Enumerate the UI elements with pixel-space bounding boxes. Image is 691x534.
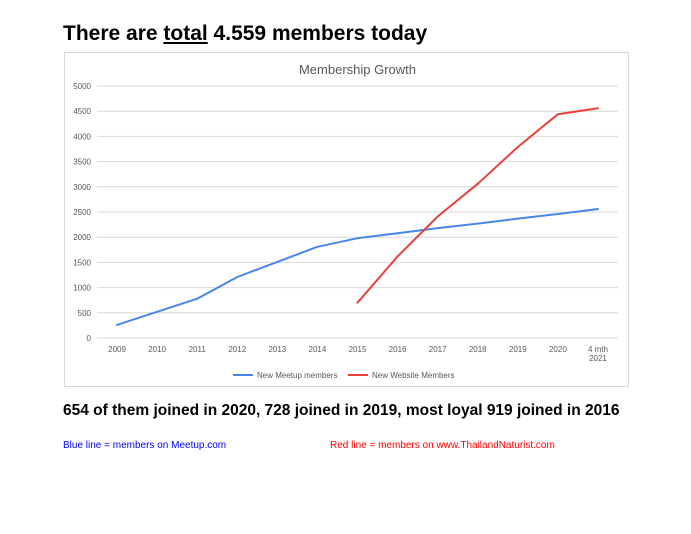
x-tick-label: 2012 [228, 345, 246, 354]
x-tick-label: 4 mth 2021 [588, 345, 608, 363]
membership-chart: Membership Growth 0 500 1000 1500 2000 2500 300… [64, 52, 629, 387]
y-tick-label: 5000 [73, 82, 91, 91]
red-line-note: Red line = members on www.ThailandNaturi… [330, 440, 555, 451]
y-tick-label: 2000 [73, 233, 91, 242]
summary-line: 654 of them joined in 2020, 728 joined i… [63, 402, 620, 419]
x-tick-label: 2014 [309, 345, 327, 354]
x-tick-label: 2013 [268, 345, 286, 354]
x-tick-label: 2015 [349, 345, 367, 354]
chart-svg: Membership Growth 0 500 1000 1500 2000 2500 300… [73, 62, 618, 380]
headline-suffix: 4.559 members today [207, 22, 428, 45]
y-tick-label: 3000 [73, 183, 91, 192]
series-line-website [356, 107, 599, 304]
blue-line-note: Blue line = members on Meetup.com [63, 440, 227, 451]
y-tick-label: 4000 [73, 132, 91, 141]
chart-title: Membership Growth [299, 62, 416, 77]
y-tick-label: 1500 [73, 258, 91, 267]
x-tick-label: 2020 [549, 345, 567, 354]
y-tick-label: 3500 [73, 158, 91, 167]
x-tick-label: 2017 [429, 345, 447, 354]
x-tick-label: 2018 [469, 345, 487, 354]
legend-label: New Website Members [372, 371, 455, 380]
x-tick-label: 2010 [148, 345, 166, 354]
y-tick-label: 0 [87, 334, 92, 343]
legend-label: New Meetup members [257, 371, 337, 380]
headline: There are total 4.559 members today [63, 22, 427, 46]
x-tick-label: 2016 [389, 345, 407, 354]
y-tick-label: 4500 [73, 107, 91, 116]
x-tick-label: 2009 [108, 345, 126, 354]
headline-prefix: There are [63, 22, 164, 45]
y-tick-label: 1000 [73, 284, 91, 293]
series-line-meetup [116, 208, 599, 326]
x-tick-label: 2011 [189, 345, 207, 354]
headline-underlined-word: total [163, 22, 208, 45]
x-tick-label: 2019 [509, 345, 527, 354]
y-tick-label: 2500 [73, 208, 91, 217]
y-tick-label: 500 [78, 309, 92, 318]
